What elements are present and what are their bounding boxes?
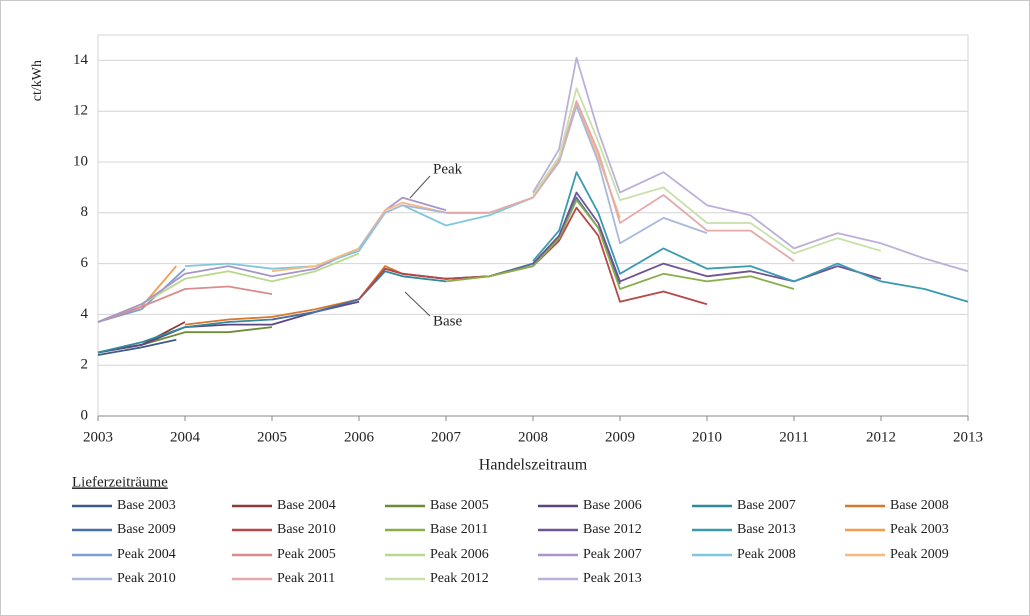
x-tick-label: 2007 <box>431 429 462 445</box>
legend-label: Base 2010 <box>277 522 336 537</box>
legend-label: Peak 2006 <box>430 547 489 562</box>
x-tick-label: 2005 <box>257 429 287 445</box>
y-axis-label: ct/kWh <box>30 60 45 101</box>
legend-label: Peak 2005 <box>277 547 336 562</box>
x-tick-label: 2009 <box>605 429 635 445</box>
x-tick-label: 2004 <box>170 429 201 445</box>
legend-label: Base 2011 <box>430 522 488 537</box>
legend-label: Base 2006 <box>583 498 642 513</box>
legend-label: Peak 2012 <box>430 571 489 586</box>
series-line <box>532 57 969 273</box>
x-tick-label: 2003 <box>83 429 113 445</box>
series-line <box>97 285 273 323</box>
y-tick-label: 14 <box>73 52 89 68</box>
legend-label: Peak 2009 <box>890 547 949 562</box>
y-tick-label: 6 <box>81 255 89 271</box>
x-tick-label: 2011 <box>779 429 808 445</box>
legend-label: Base 2004 <box>277 498 336 513</box>
x-tick-label: 2006 <box>344 429 375 445</box>
legend-label: Peak 2004 <box>117 547 176 562</box>
legend-label: Base 2013 <box>737 522 796 537</box>
y-tick-label: 2 <box>81 357 89 373</box>
annotation-leader <box>409 175 431 199</box>
series-line <box>97 196 447 323</box>
legend-label: Base 2008 <box>890 498 949 513</box>
series-line <box>445 199 795 290</box>
annotation: Peak <box>433 161 463 177</box>
legend-label: Peak 2013 <box>583 571 642 586</box>
series-line <box>532 171 969 303</box>
legend-label: Peak 2007 <box>583 547 642 562</box>
legend-label: Base 2005 <box>430 498 489 513</box>
x-tick-label: 2008 <box>518 429 548 445</box>
legend-label: Base 2003 <box>117 498 176 513</box>
annotation: Base <box>433 313 463 329</box>
legend-label: Peak 2010 <box>117 571 176 586</box>
legend-label: Base 2012 <box>583 522 642 537</box>
series-line <box>446 100 795 262</box>
y-tick-label: 4 <box>81 306 89 322</box>
legend-label: Base 2009 <box>117 522 176 537</box>
y-tick-label: 10 <box>73 153 88 169</box>
series-line <box>97 338 177 356</box>
y-tick-label: 12 <box>73 103 88 119</box>
annotation-leader <box>404 291 431 317</box>
x-tick-label: 2012 <box>866 429 896 445</box>
x-tick-label: 2010 <box>692 429 722 445</box>
legend-label: Peak 2008 <box>737 547 796 562</box>
x-axis-label: Handelszeitraum <box>479 457 588 474</box>
legend-label: Peak 2011 <box>277 571 335 586</box>
legend-label: Base 2007 <box>737 498 796 513</box>
y-tick-label: 8 <box>81 204 89 220</box>
legend-label: Peak 2003 <box>890 522 949 537</box>
x-tick-label: 2013 <box>953 429 983 445</box>
series-line <box>532 87 882 255</box>
y-tick-label: 0 <box>81 407 89 423</box>
legend-title: Lieferzeiträume <box>72 474 168 490</box>
